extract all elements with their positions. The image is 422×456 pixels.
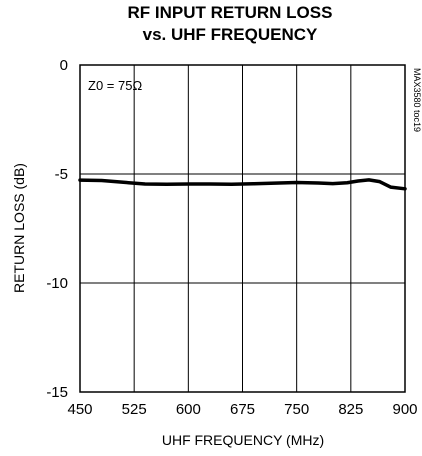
x-tick-labels: 450 525 600 675 750 825 900 — [67, 401, 417, 418]
y-axis-label: RETURN LOSS (dB) — [11, 163, 27, 293]
y-tick-label: -15 — [46, 384, 68, 401]
y-tick-label: -10 — [46, 275, 68, 292]
x-tick-label: 750 — [284, 401, 309, 418]
chart-title-line2: vs. UHF FREQUENCY — [143, 25, 318, 44]
gridlines — [80, 65, 405, 392]
series-line — [78, 178, 407, 191]
x-tick-label: 825 — [338, 401, 363, 418]
x-tick-label: 675 — [230, 401, 255, 418]
y-tick-labels: 0 -5 -10 -15 — [46, 57, 68, 401]
plot-frame — [79, 64, 406, 393]
x-tick-label: 525 — [122, 401, 147, 418]
x-tick-label: 600 — [176, 401, 201, 418]
impedance-annotation: Z0 = 75Ω — [88, 78, 142, 93]
x-tick-label: 900 — [392, 401, 417, 418]
chart-title-line1: RF INPUT RETURN LOSS — [128, 3, 333, 22]
figure-id: MAX3580 toc19 — [412, 68, 422, 132]
x-axis-label: UHF FREQUENCY (MHz) — [162, 432, 324, 448]
y-tick-label: -5 — [55, 166, 68, 183]
x-tick-label: 450 — [67, 401, 92, 418]
y-tick-label: 0 — [60, 57, 68, 74]
